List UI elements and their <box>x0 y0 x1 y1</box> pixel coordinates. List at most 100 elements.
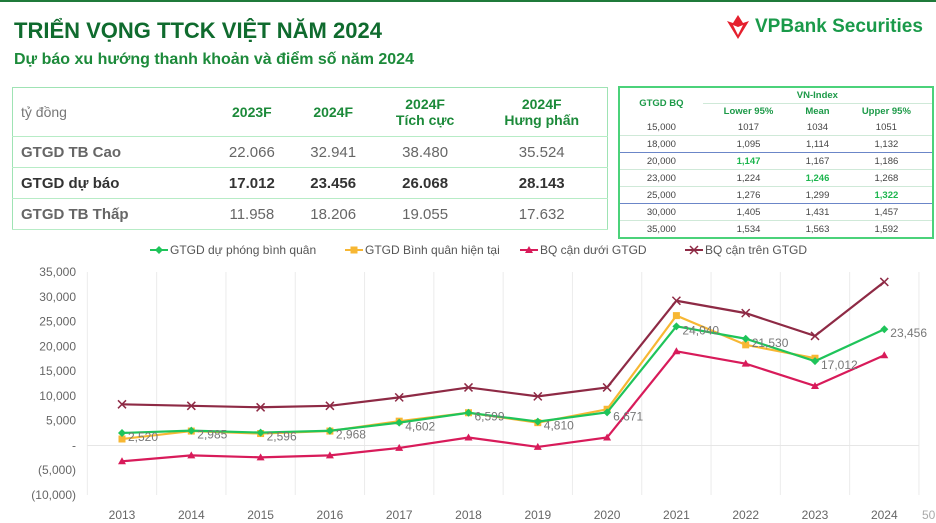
vpbank-logo: VPBank Securities <box>725 15 923 39</box>
data-point <box>394 392 404 402</box>
vnindex-value: 1,299 <box>794 186 841 204</box>
data-point <box>672 347 681 355</box>
table-row: 15,000 1017 1034 1051 <box>619 119 933 136</box>
y-tick-label: 35,000 <box>39 265 76 279</box>
table-row: 20,000 1,147 1,167 1,186 <box>619 152 933 170</box>
x-tick-label: 2019 <box>524 508 551 522</box>
data-point <box>672 322 681 331</box>
data-point <box>741 334 750 343</box>
data-point <box>603 433 612 441</box>
data-point <box>880 325 889 334</box>
data-point <box>187 451 196 459</box>
y-tick-label: 10,000 <box>39 389 76 403</box>
vnindex-value: 1,534 <box>702 220 795 239</box>
data-point <box>879 277 889 287</box>
vnindex-value: 1,224 <box>702 169 795 187</box>
x-tick-label: 2021 <box>663 508 690 522</box>
data-point <box>533 442 542 450</box>
cell: 19.055 <box>373 198 477 230</box>
data-point <box>325 451 334 459</box>
data-point <box>464 408 473 417</box>
gtgd-value: 23,000 <box>619 169 703 187</box>
cell: 11.958 <box>211 198 293 230</box>
row-header: GTGD BQ <box>639 98 684 109</box>
data-point <box>810 331 820 341</box>
data-point <box>742 341 750 349</box>
gtgd-value: 35,000 <box>619 220 703 239</box>
y-tick-label: - <box>72 438 76 452</box>
col-header: 2024F Tích cực <box>373 87 477 137</box>
cell: 38.480 <box>373 136 477 168</box>
data-point <box>256 453 265 461</box>
data-label: 17,012 <box>821 358 858 372</box>
table-row: 30,000 1,405 1,431 1,457 <box>619 203 933 221</box>
vpbank-flower-icon <box>727 15 749 39</box>
vnindex-value: 1,147 <box>702 152 795 170</box>
data-point <box>256 428 265 437</box>
page-subtitle: Dự báo xu hướng thanh khoản và điểm số n… <box>14 51 414 68</box>
series-line <box>121 350 885 463</box>
cell: 28.143 <box>476 167 608 199</box>
data-point <box>118 435 126 443</box>
col-header: Upper 95% <box>861 106 911 117</box>
col-header: 2024F Hưng phấn <box>476 87 608 137</box>
x-tick-label: 2020 <box>594 508 621 522</box>
data-point <box>395 418 404 427</box>
data-label: 24,040 <box>682 323 719 337</box>
vnindex-value: 1,246 <box>794 169 841 187</box>
data-point <box>118 428 126 437</box>
data-label: 2,596 <box>267 430 297 444</box>
liquidity-line-chart: 35,000 30,000 25,000 20,000 15,000 10,000 5,00… <box>31 243 936 522</box>
data-point <box>671 296 681 306</box>
y-tick-label: 15,000 <box>39 364 76 378</box>
data-label: 2,985 <box>197 428 227 442</box>
gtgd-value: 20,000 <box>619 152 703 170</box>
data-point <box>533 391 543 401</box>
table-row: 25,000 1,276 1,299 1,322 <box>619 186 933 204</box>
vnindex-value: 1,167 <box>794 152 841 170</box>
series-line <box>121 281 885 409</box>
vnindex-value: 1,132 <box>840 135 933 153</box>
cell: 17.012 <box>211 167 293 199</box>
x-tick-label: 2013 <box>109 508 136 522</box>
cell: 26.068 <box>373 167 477 199</box>
vnindex-value: 1,276 <box>702 186 795 204</box>
data-point <box>741 359 750 367</box>
row-label: GTGD TB Thấp <box>12 198 212 230</box>
data-point <box>325 426 334 435</box>
series-line <box>121 325 885 435</box>
data-label: 6,599 <box>475 410 505 424</box>
vnindex-value: 1,405 <box>702 203 795 221</box>
data-point <box>118 457 126 465</box>
table-row: GTGD TB Cao 22.066 32.941 38.480 35.524 <box>12 136 608 168</box>
vnindex-value: 1051 <box>840 119 933 136</box>
data-label: 4,602 <box>405 420 435 434</box>
vnindex-value: 1,563 <box>794 220 841 239</box>
vnindex-value: 1,592 <box>840 220 933 239</box>
y-tick-label: (5,000) <box>38 463 76 477</box>
cell: 23.456 <box>292 167 374 199</box>
table-row: GTGD dự báo 17.012 23.456 26.068 28.143 <box>12 167 608 199</box>
x-tick-label: 50 <box>922 508 936 522</box>
group-header: VN-Index <box>702 87 933 104</box>
data-point <box>186 401 196 411</box>
data-label: 2,520 <box>128 430 158 444</box>
gtgd-value: 25,000 <box>619 186 703 204</box>
top-rule <box>0 0 936 2</box>
unit-label: tỷ đồng <box>12 87 212 137</box>
row-label: GTGD dự báo <box>12 167 212 199</box>
cell: 18.206 <box>292 198 374 230</box>
x-tick-label: 2015 <box>247 508 274 522</box>
data-point <box>533 417 542 426</box>
col-header: 2024F <box>292 87 374 137</box>
cell: 17.632 <box>476 198 608 230</box>
table-row: 23,000 1,224 1,246 1,268 <box>619 169 933 187</box>
vnindex-value: 1,457 <box>840 203 933 221</box>
x-tick-label: 2017 <box>386 508 413 522</box>
x-tick-label: 2023 <box>802 508 829 522</box>
y-tick-label: 25,000 <box>39 315 76 329</box>
col-header: Mean <box>805 106 830 117</box>
col-header: 2023F <box>211 87 293 137</box>
data-point <box>672 312 680 320</box>
data-label: 2,968 <box>336 428 366 442</box>
